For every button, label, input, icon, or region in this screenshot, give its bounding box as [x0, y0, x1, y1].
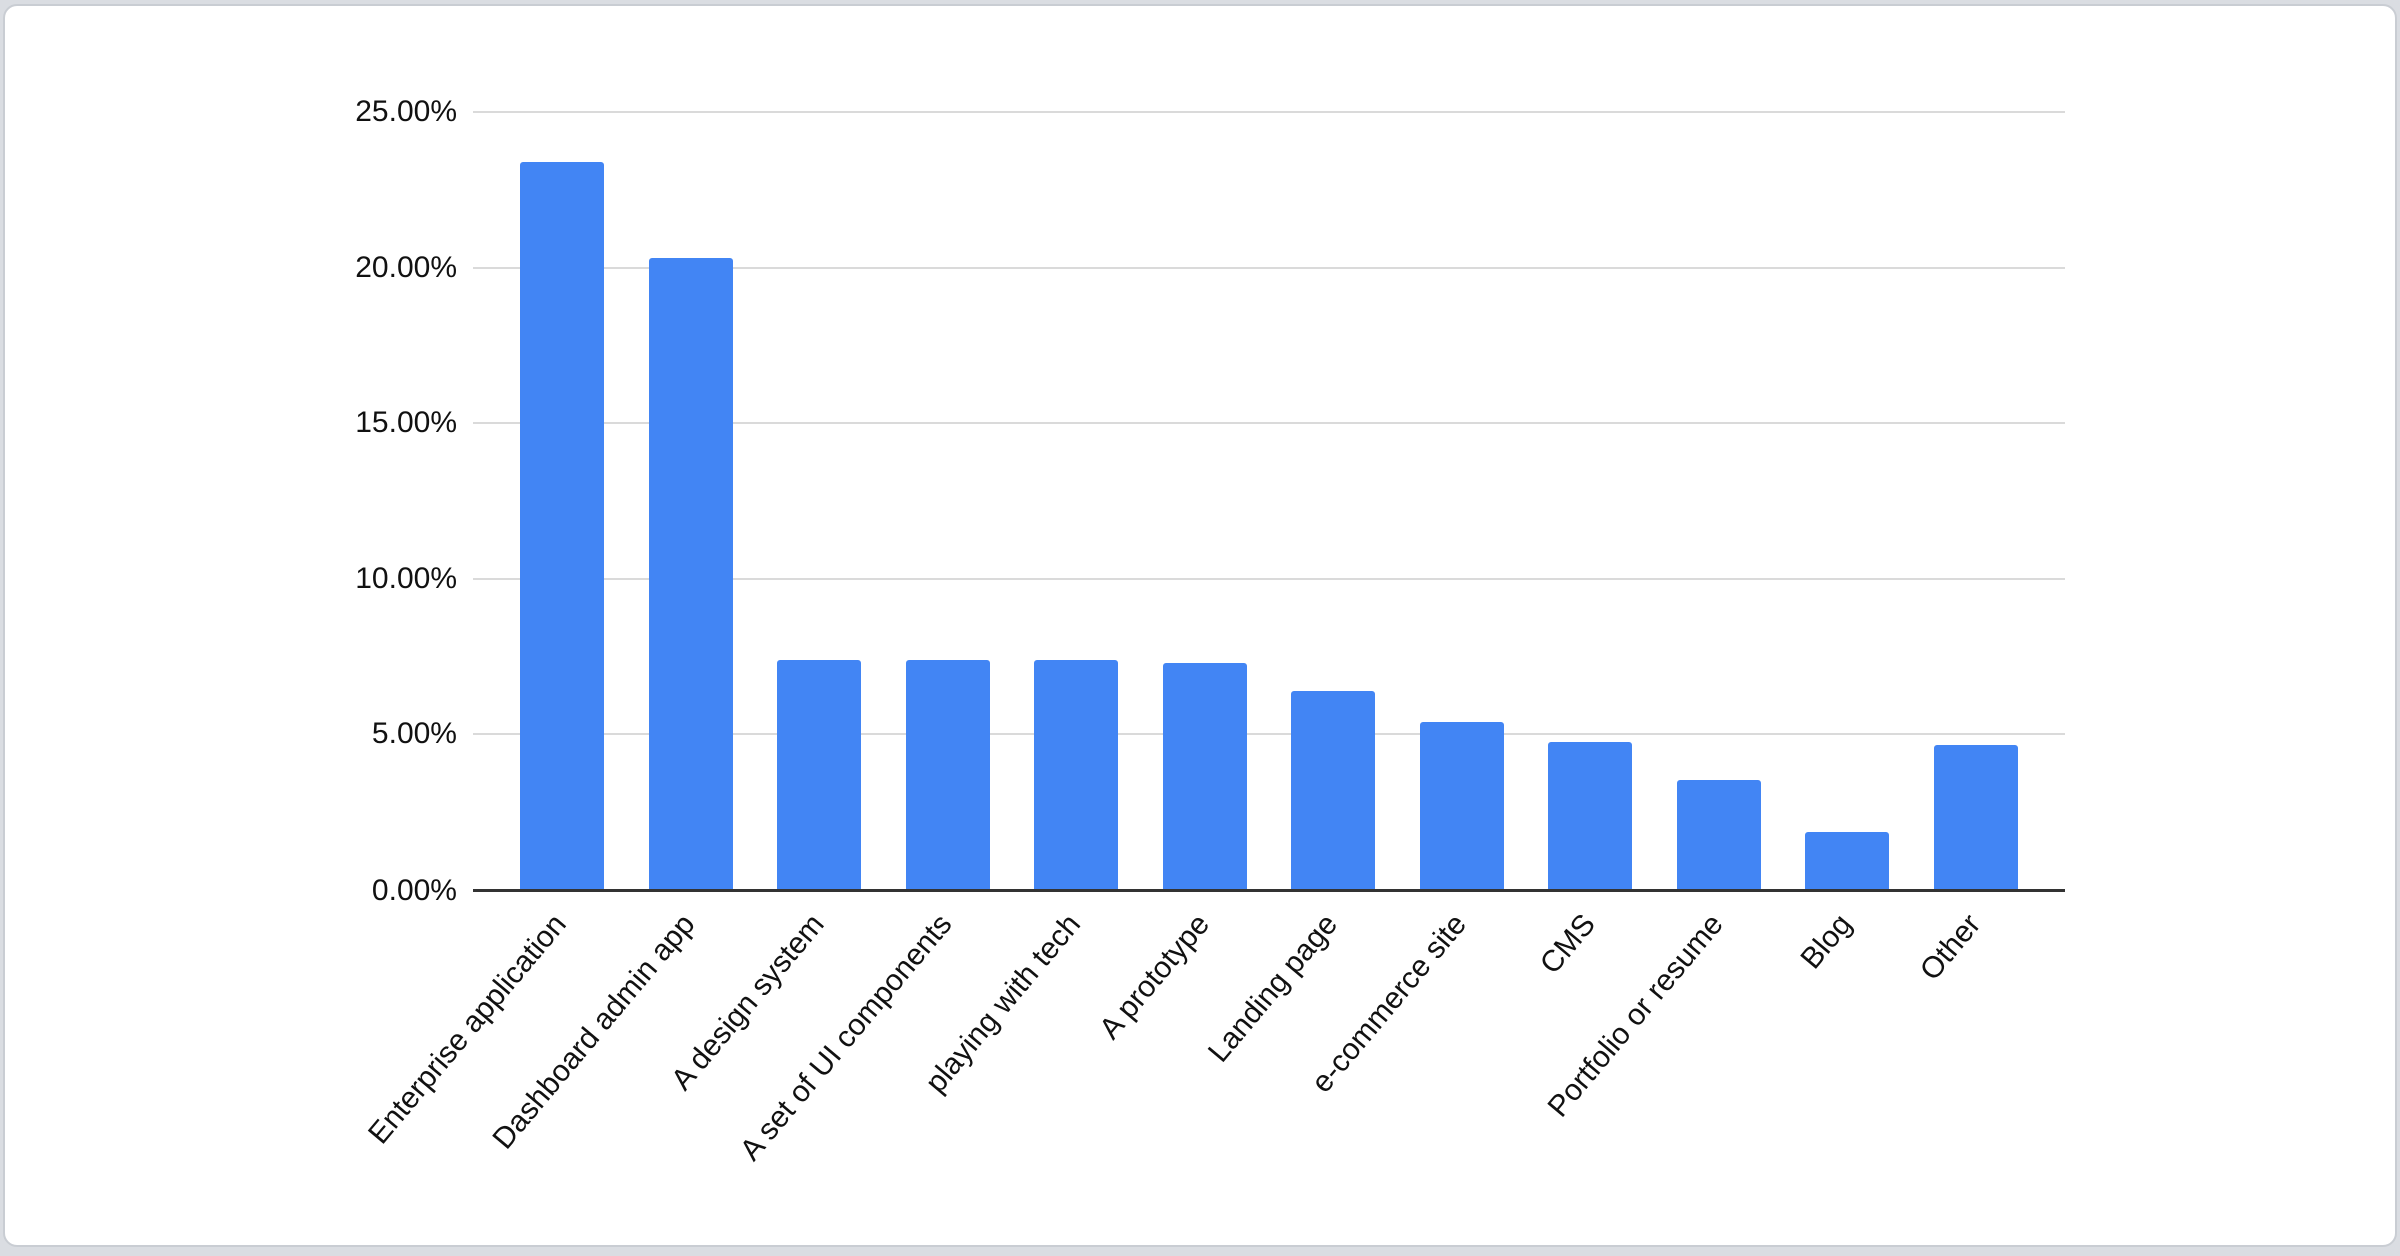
- bar-a-prototype: [1162, 662, 1247, 890]
- gridline: 20.00%: [355, 252, 2065, 282]
- x-category-label: Other: [1913, 908, 1988, 987]
- x-axis-line: 0.00%: [372, 875, 2065, 905]
- bar-dashboard-admin-app: [648, 258, 733, 890]
- bar-a-set-of-ui-components: [905, 659, 990, 890]
- bars-layer: [520, 112, 2018, 890]
- bar-blog: [1805, 832, 1890, 890]
- y-tick-label: 20.00%: [355, 250, 457, 284]
- y-tick-label: 10.00%: [355, 561, 457, 595]
- gridline: 10.00%: [355, 563, 2065, 593]
- gridline: 25.00%: [355, 97, 2065, 127]
- gridline: 15.00%: [355, 408, 2065, 438]
- bar-playing-with-tech: [1034, 659, 1119, 890]
- y-tick-label: 5.00%: [371, 717, 457, 751]
- bar-e-commerce-site: [1419, 721, 1504, 890]
- bar-cms: [1548, 742, 1633, 890]
- gridline: 5.00%: [372, 719, 2065, 749]
- y-tick-label: 25.00%: [355, 95, 457, 128]
- bar-other: [1933, 745, 2018, 890]
- x-category-label: Blog: [1794, 908, 1859, 976]
- chart-card: 25.00% 20.00% 15.00% 10.00% 5.00% 0.00% Enter…: [3, 4, 2397, 1247]
- x-category-label: A prototype: [1093, 908, 1216, 1046]
- y-tick-label: 0.00%: [371, 873, 457, 907]
- y-tick-label: 15.00%: [355, 406, 457, 440]
- x-category-label: CMS: [1533, 908, 1602, 981]
- bar-landing-page: [1291, 690, 1376, 890]
- bar-enterprise-application: [520, 161, 604, 890]
- bar-a-design-system: [777, 659, 862, 890]
- x-category-label: A set of UI components: [734, 908, 959, 1167]
- plot-area: 25.00% 20.00% 15.00% 10.00% 5.00% 0.00% Enter…: [355, 97, 2065, 1167]
- x-category-label: Landing page: [1202, 908, 1345, 1069]
- bar-portfolio-or-resume: [1676, 779, 1761, 890]
